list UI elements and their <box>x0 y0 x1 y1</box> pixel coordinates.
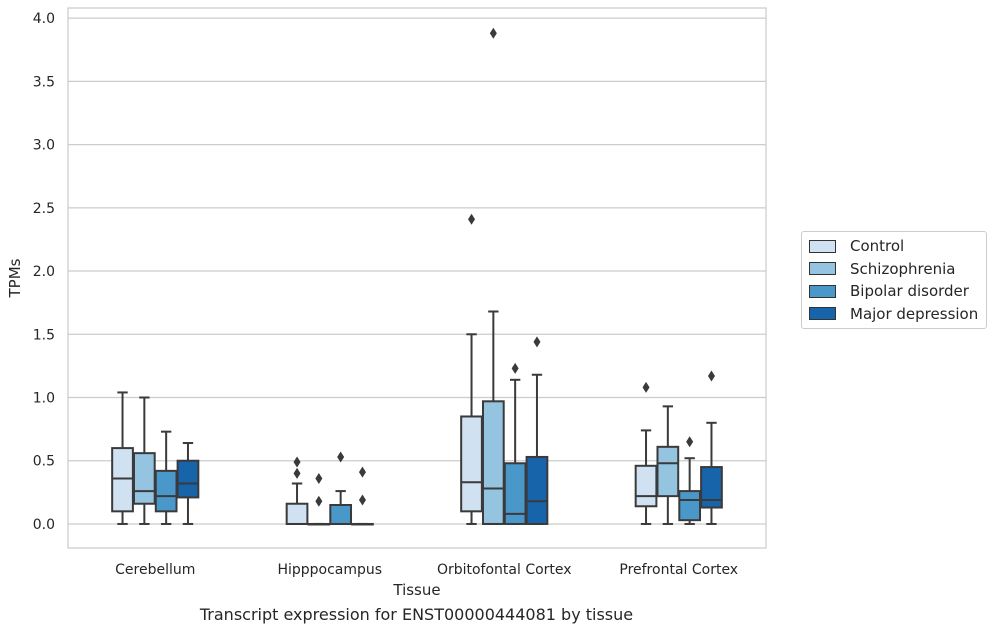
outlier-point <box>315 495 323 507</box>
outlier-point <box>315 472 323 484</box>
box-bipolar-disorder <box>503 362 527 525</box>
outlier-point <box>337 451 345 463</box>
outlier-point <box>642 381 650 393</box>
legend: Control Schizophrenia Bipolar disorder Majo… <box>801 231 987 329</box>
outlier-point <box>358 466 366 478</box>
legend-swatch <box>809 239 836 253</box>
box-control <box>634 381 658 525</box>
y-tick-label: 1.5 <box>33 327 55 343</box>
y-tick-labels: 0.0 0.5 1.0 1.5 2.0 2.5 3.0 3.5 4.0 <box>33 11 55 533</box>
box-series <box>111 27 723 526</box>
box-body <box>176 459 200 499</box>
y-tick-label: 2.0 <box>33 264 55 280</box>
outlier-point <box>511 362 519 374</box>
box-body <box>285 502 309 525</box>
box-body <box>329 504 353 525</box>
legend-label: Bipolar disorder <box>850 282 969 301</box>
plot-frame <box>67 7 767 549</box>
x-tick-label: Prefrontal Cortex <box>619 562 738 578</box>
outlier-point <box>468 213 476 225</box>
box-body <box>678 490 702 522</box>
legend-item: Schizophrenia <box>802 258 986 281</box>
legend-label: Control <box>850 237 905 256</box>
legend-swatch <box>809 307 836 321</box>
box-bipolar-disorder <box>329 451 353 525</box>
box-body <box>503 462 527 525</box>
box-schizophrenia <box>307 472 331 526</box>
legend-item: Major depression <box>802 303 986 326</box>
outlier-point <box>707 370 715 382</box>
box-body <box>154 469 178 513</box>
box-control <box>285 456 309 525</box>
legend-item: Control <box>802 235 986 258</box>
box-body <box>700 466 723 509</box>
box-schizophrenia <box>481 27 505 525</box>
box-major-depression <box>176 442 200 525</box>
x-tick-label: Cerebellum <box>115 562 195 578</box>
box-schizophrenia <box>132 396 156 525</box>
chart-caption: Transcript expression for ENST0000044408… <box>199 605 634 624</box>
y-axis-title: TPMs <box>6 258 24 298</box>
box-major-depression <box>525 336 549 525</box>
x-tick-label: Hipppocampus <box>277 562 382 578</box>
outlier-point <box>293 456 301 468</box>
box-body <box>111 447 134 513</box>
y-tick-label: 2.5 <box>33 201 55 217</box>
legend-item: Bipolar disorder <box>802 280 986 303</box>
box-major-depression <box>700 370 723 525</box>
box-body <box>132 452 156 505</box>
y-tick-label: 3.5 <box>33 74 55 90</box>
legend-label: Schizophrenia <box>850 259 956 278</box>
box-major-depression <box>351 466 374 526</box>
legend-swatch <box>809 262 836 276</box>
box-body <box>481 400 505 525</box>
outlier-point <box>358 494 366 506</box>
box-body <box>634 464 658 508</box>
x-tick-label: Orbitofontal Cortex <box>437 562 572 578</box>
y-tick-label: 0.0 <box>33 517 55 533</box>
x-tick-labels: Cerebellum Hipppocampus Orbitofontal Corte… <box>115 562 738 578</box>
legend-label: Major depression <box>850 304 979 323</box>
x-axis-title: Tissue <box>392 581 440 599</box>
outlier-point <box>686 436 694 448</box>
box-body <box>460 415 483 513</box>
legend-swatch <box>809 284 836 298</box>
outlier-point <box>293 467 301 479</box>
box-control <box>460 213 483 525</box>
box-control <box>111 391 134 525</box>
y-tick-label: 3.0 <box>33 138 55 154</box>
y-tick-label: 4.0 <box>33 11 55 27</box>
box-body <box>525 455 549 525</box>
box-bipolar-disorder <box>154 430 178 525</box>
box-schizophrenia <box>656 405 680 525</box>
outlier-point <box>533 336 541 348</box>
y-tick-label: 0.5 <box>33 454 55 470</box>
box-body <box>656 445 680 498</box>
box-bipolar-disorder <box>678 436 702 525</box>
outlier-point <box>489 27 497 39</box>
y-tick-label: 1.0 <box>33 391 55 407</box>
